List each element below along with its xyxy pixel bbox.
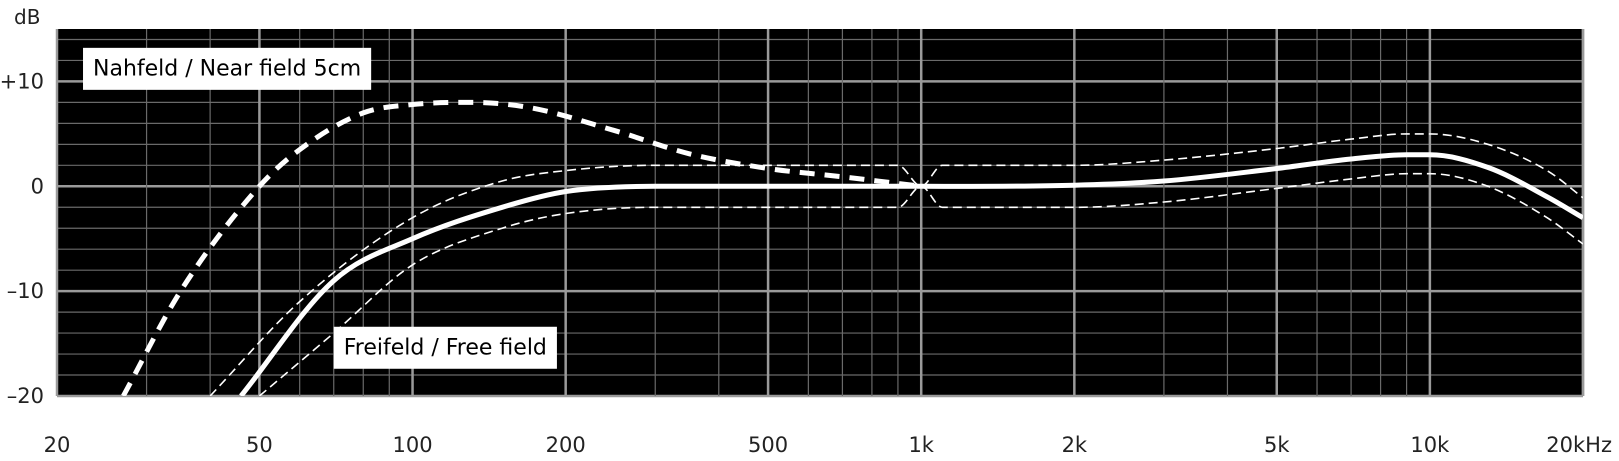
free-field-curve — [239, 152, 1583, 396]
series-layer — [121, 99, 1583, 396]
x-tick-label: 20 — [44, 433, 71, 457]
x-tick-label: 100 — [392, 433, 432, 457]
y-tick-label: –20 — [7, 384, 44, 408]
x-tick-label: 10k — [1410, 433, 1450, 457]
y-tick-label: –10 — [7, 279, 44, 303]
near-field-curve — [121, 99, 922, 396]
x-tick-label: 50 — [246, 433, 273, 457]
annotation-box: Freifeld / Free field — [333, 326, 557, 369]
axis-labels: 20 50 100 200 500 1k 2k 5k 10k 20kHz +10 0 –10 –20 dB — [0, 5, 1612, 457]
annotation-box: Nahfeld / Near field 5cm — [83, 47, 372, 90]
y-tick-label: +10 — [0, 69, 44, 93]
annotation-label: Nahfeld / Near field 5cm — [93, 56, 361, 81]
x-tick-label: 200 — [546, 433, 586, 457]
x-tick-label: 2k — [1062, 433, 1088, 457]
annotation-box-bg — [83, 47, 372, 90]
plot-background — [57, 29, 1583, 396]
x-tick-label: 5k — [1264, 433, 1290, 457]
annotation-layer: Nahfeld / Near field 5cm Freifeld / Free … — [83, 47, 557, 369]
x-tick-label: 1k — [908, 433, 934, 457]
annotation-label: Freifeld / Free field — [344, 335, 547, 360]
annotation-box-bg — [333, 326, 557, 369]
y-tick-label: 0 — [31, 174, 44, 198]
y-unit-label: dB — [14, 5, 40, 29]
tolerance-curve — [258, 172, 1583, 396]
x-tick-label: 20kHz — [1546, 433, 1612, 457]
x-tick-label: 500 — [748, 433, 788, 457]
tolerance-curve — [209, 133, 1583, 396]
